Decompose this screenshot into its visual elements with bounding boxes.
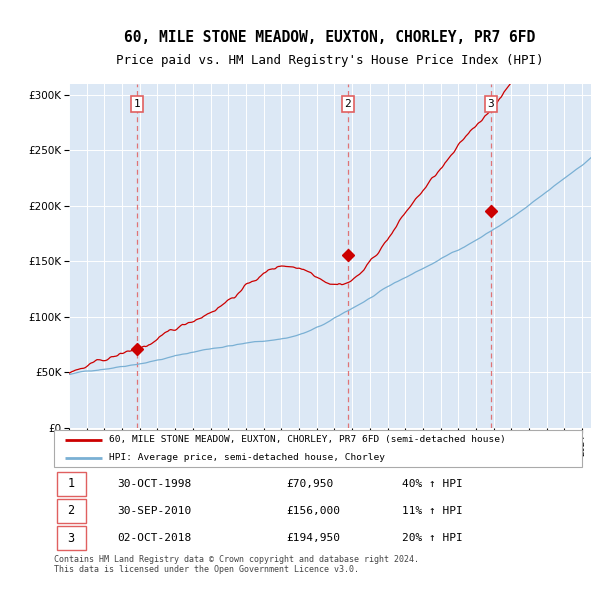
Text: 40% ↑ HPI: 40% ↑ HPI	[403, 479, 463, 489]
Text: Contains HM Land Registry data © Crown copyright and database right 2024.
This d: Contains HM Land Registry data © Crown c…	[54, 555, 419, 574]
Text: 1: 1	[133, 99, 140, 109]
Text: HPI: Average price, semi-detached house, Chorley: HPI: Average price, semi-detached house,…	[109, 453, 385, 462]
FancyBboxPatch shape	[56, 499, 86, 523]
Text: 3: 3	[487, 99, 494, 109]
Text: 30-SEP-2010: 30-SEP-2010	[118, 506, 191, 516]
FancyBboxPatch shape	[54, 430, 582, 467]
Text: 60, MILE STONE MEADOW, EUXTON, CHORLEY, PR7 6FD (semi-detached house): 60, MILE STONE MEADOW, EUXTON, CHORLEY, …	[109, 435, 506, 444]
Text: 2: 2	[344, 99, 351, 109]
FancyBboxPatch shape	[56, 526, 86, 550]
Text: 20% ↑ HPI: 20% ↑ HPI	[403, 533, 463, 543]
Text: 11% ↑ HPI: 11% ↑ HPI	[403, 506, 463, 516]
Text: 60, MILE STONE MEADOW, EUXTON, CHORLEY, PR7 6FD: 60, MILE STONE MEADOW, EUXTON, CHORLEY, …	[124, 30, 536, 45]
Text: £70,950: £70,950	[286, 479, 334, 489]
Text: 30-OCT-1998: 30-OCT-1998	[118, 479, 191, 489]
Text: 3: 3	[68, 532, 75, 545]
Text: 1: 1	[68, 477, 75, 490]
Text: £156,000: £156,000	[286, 506, 340, 516]
FancyBboxPatch shape	[56, 472, 86, 496]
Text: Price paid vs. HM Land Registry's House Price Index (HPI): Price paid vs. HM Land Registry's House …	[116, 54, 544, 67]
Text: £194,950: £194,950	[286, 533, 340, 543]
Text: 02-OCT-2018: 02-OCT-2018	[118, 533, 191, 543]
Text: 2: 2	[68, 504, 75, 517]
